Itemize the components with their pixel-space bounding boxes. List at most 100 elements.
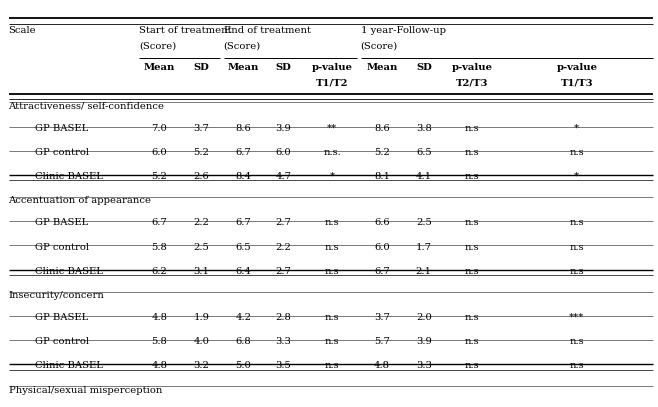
Text: (Score): (Score) [224,42,261,51]
Text: 8.4: 8.4 [236,172,251,181]
Text: Start of treatment: Start of treatment [139,26,232,35]
Text: 8.6: 8.6 [374,124,390,133]
Text: 5.0: 5.0 [236,361,251,370]
Text: 6.4: 6.4 [236,267,251,276]
Text: 2.2: 2.2 [193,218,209,228]
Text: 5.8: 5.8 [151,243,167,252]
Text: 3.8: 3.8 [416,124,432,133]
Text: 3.5: 3.5 [276,361,291,370]
Text: 5.8: 5.8 [151,337,167,346]
Text: 2.7: 2.7 [276,267,291,276]
Text: 6.0: 6.0 [374,243,390,252]
Text: n.s: n.s [465,337,480,346]
Text: 5.2: 5.2 [374,148,390,157]
Text: p-value: p-value [556,63,597,72]
Text: n.s: n.s [325,243,340,252]
Text: 2.2: 2.2 [276,243,291,252]
Text: n.s: n.s [325,267,340,276]
Text: 6.8: 6.8 [236,337,251,346]
Text: 3.7: 3.7 [374,313,390,322]
Text: n.s: n.s [569,218,584,228]
Text: n.s: n.s [569,148,584,157]
Text: GP BASEL: GP BASEL [35,313,88,322]
Text: 2.5: 2.5 [193,243,209,252]
Text: n.s: n.s [569,267,584,276]
Text: Clinic BASEL: Clinic BASEL [35,361,103,370]
Text: n.s: n.s [465,218,480,228]
Text: Attractiveness/ self-confidence: Attractiveness/ self-confidence [9,102,164,111]
Text: 6.7: 6.7 [236,148,251,157]
Text: 5.7: 5.7 [374,337,390,346]
Text: n.s.: n.s. [324,148,341,157]
Text: Mean: Mean [367,63,397,72]
Text: Mean: Mean [143,63,175,72]
Text: Accentuation of appearance: Accentuation of appearance [9,197,151,206]
Text: n.s: n.s [465,172,480,181]
Text: 4.8: 4.8 [151,361,167,370]
Text: n.s: n.s [465,267,480,276]
Text: 2.1: 2.1 [416,267,432,276]
Text: 3.3: 3.3 [276,337,291,346]
Text: 4.2: 4.2 [236,313,251,322]
Text: n.s: n.s [569,243,584,252]
Text: n.s: n.s [569,361,584,370]
Text: 4.8: 4.8 [374,361,390,370]
Text: n.s: n.s [465,124,480,133]
Text: 6.0: 6.0 [276,148,291,157]
Text: p-value: p-value [451,63,493,72]
Text: 5.2: 5.2 [151,172,167,181]
Text: n.s: n.s [569,337,584,346]
Text: GP control: GP control [35,337,89,346]
Text: GP BASEL: GP BASEL [35,218,88,228]
Text: 6.7: 6.7 [236,218,251,228]
Text: 6.0: 6.0 [151,148,167,157]
Text: 5.2: 5.2 [193,148,209,157]
Text: T1/T2: T1/T2 [316,79,349,88]
Text: 2.8: 2.8 [276,313,291,322]
Text: SD: SD [193,63,209,72]
Text: *: * [330,172,335,181]
Text: Clinic BASEL: Clinic BASEL [35,172,103,181]
Text: (Score): (Score) [361,42,398,51]
Text: SD: SD [276,63,291,72]
Text: 4.8: 4.8 [151,313,167,322]
Text: n.s: n.s [325,337,340,346]
Text: 2.6: 2.6 [193,172,209,181]
Text: *: * [574,124,579,133]
Text: 3.1: 3.1 [193,267,209,276]
Text: n.s: n.s [325,218,340,228]
Text: GP BASEL: GP BASEL [35,124,88,133]
Text: 6.6: 6.6 [374,218,390,228]
Text: GP control: GP control [35,243,89,252]
Text: 3.2: 3.2 [193,361,209,370]
Text: 2.7: 2.7 [276,218,291,228]
Text: T1/T3: T1/T3 [561,79,593,88]
Text: Mean: Mean [228,63,259,72]
Text: 6.5: 6.5 [416,148,432,157]
Text: n.s: n.s [465,148,480,157]
Text: Physical/sexual misperception: Physical/sexual misperception [9,386,162,395]
Text: 7.0: 7.0 [151,124,167,133]
Text: n.s: n.s [325,361,340,370]
Text: 8.1: 8.1 [374,172,390,181]
Text: Insecurity/concern: Insecurity/concern [9,291,105,300]
Text: p-value: p-value [312,63,353,72]
Text: 1.9: 1.9 [193,313,209,322]
Text: 1 year-Follow-up: 1 year-Follow-up [361,26,445,35]
Text: 1.7: 1.7 [416,243,432,252]
Text: 8.6: 8.6 [236,124,251,133]
Text: 6.7: 6.7 [151,218,167,228]
Text: 3.7: 3.7 [193,124,209,133]
Text: 3.9: 3.9 [416,337,432,346]
Text: 6.7: 6.7 [374,267,390,276]
Text: n.s: n.s [465,313,480,322]
Text: *: * [574,172,579,181]
Text: 2.5: 2.5 [416,218,432,228]
Text: GP control: GP control [35,148,89,157]
Text: 2.0: 2.0 [416,313,432,322]
Text: **: ** [327,124,338,133]
Text: (Score): (Score) [139,42,177,51]
Text: 4.1: 4.1 [416,172,432,181]
Text: 3.9: 3.9 [276,124,291,133]
Text: SD: SD [416,63,432,72]
